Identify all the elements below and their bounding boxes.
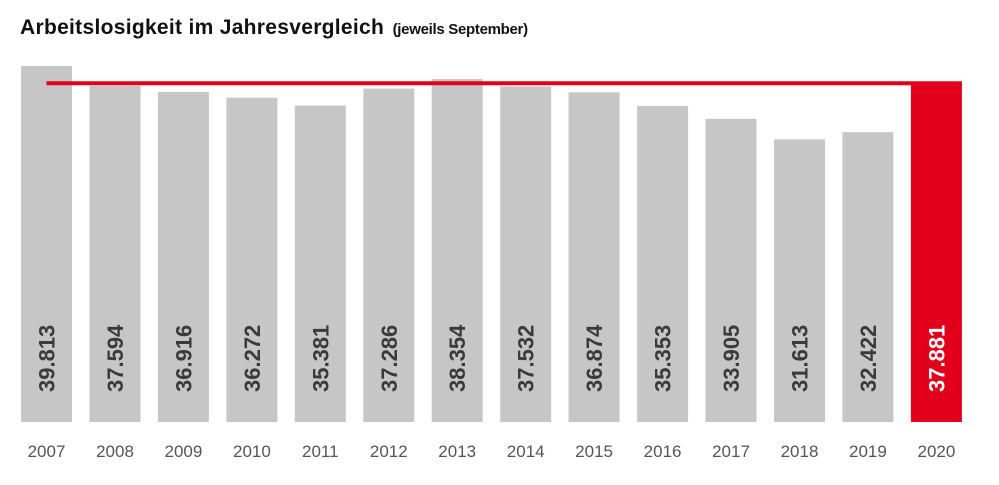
x-tick-2011: 2011 [302,442,339,461]
value-label-2011: 35.381 [308,325,333,392]
bar-2017 [705,118,757,423]
value-label-2018: 31.613 [788,325,813,392]
x-tick-2014: 2014 [507,442,545,461]
x-tick-2020: 2020 [917,442,955,461]
x-tick-2017: 2017 [712,442,750,461]
bar-2013 [431,79,483,422]
x-tick-2018: 2018 [781,442,819,461]
value-label-2009: 36.916 [171,325,196,392]
chart-title-main: Arbeitslosigkeit im Jahresvergleich [20,16,385,39]
x-tick-2007: 2007 [28,442,66,461]
value-label-2010: 36.272 [240,325,265,392]
value-label-2008: 37.594 [103,324,128,392]
x-tick-2012: 2012 [370,442,408,461]
value-label-2019: 32.422 [856,325,881,392]
bar-2009 [157,91,209,423]
bar-2011 [294,105,346,422]
chart-title: Arbeitslosigkeit im Jahresvergleich (jew… [20,16,528,40]
value-label-2015: 36.874 [582,324,607,392]
bar-2008 [89,85,141,423]
value-label-2007: 39.813 [35,325,60,392]
x-tick-2013: 2013 [438,442,476,461]
x-tick-2009: 2009 [164,442,202,461]
value-label-2020: 37.881 [924,325,949,392]
value-label-2012: 37.286 [377,325,402,392]
x-tick-2016: 2016 [644,442,682,461]
bar-2012 [363,88,415,422]
chart-subtitle: (jeweils September) [392,21,528,38]
bar-2014 [500,86,552,423]
value-label-2013: 38.354 [445,324,470,392]
x-tick-2010: 2010 [233,442,271,461]
bar-2010 [226,97,278,422]
value-label-2014: 37.532 [514,325,539,392]
bar-highlight-2020 [910,83,962,423]
x-tick-2008: 2008 [96,442,134,461]
bar-2018 [774,139,825,423]
bar-2007 [21,66,72,422]
value-label-2017: 33.905 [719,325,744,392]
bar-2019 [842,132,894,422]
x-tick-2015: 2015 [575,442,613,461]
x-tick-2019: 2019 [849,442,887,461]
bar-2016 [637,105,689,423]
bar-2015 [568,92,620,423]
value-label-2016: 35.353 [651,325,676,392]
